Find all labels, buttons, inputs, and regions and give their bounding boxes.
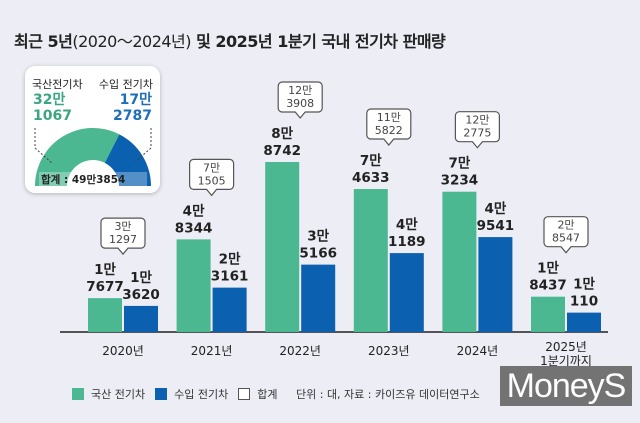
total-callout xyxy=(454,111,500,149)
bar-domestic xyxy=(531,296,565,332)
bar-label-import: 110 xyxy=(570,294,598,310)
bar-label-domestic: 3234 xyxy=(441,173,479,189)
total-callout xyxy=(189,158,235,197)
legend-domestic: 국산 전기차 xyxy=(91,388,146,401)
legend: 국산 전기차 수입 전기차 합계 xyxy=(72,386,277,402)
total-label: 1505 xyxy=(198,174,226,187)
bar-domestic xyxy=(88,298,122,332)
bar-label-import: 1189 xyxy=(388,234,426,250)
inset-total: 합계 : 49만3854 xyxy=(41,174,126,186)
gauge-domestic-segment xyxy=(35,127,120,186)
x-tick-label: 2023년 xyxy=(368,344,410,358)
moneys-logo: MoneyS xyxy=(500,366,632,406)
inset-domestic-value1: 32만 xyxy=(33,92,66,108)
gauge-import-segment xyxy=(104,134,151,186)
total-gauge-card: 국산전기차 수입 전기차 32만 1067 17만 2787 합계 : 49만3… xyxy=(25,66,160,193)
bar-label-domestic: 1만 xyxy=(537,261,559,277)
bar-label-import: 1만 xyxy=(573,277,595,293)
inset-import-value1: 17만 xyxy=(119,92,152,108)
chart-title: 최근 5년(2020～2024년) 및 2025년 1분기 국내 전기차 판매량 xyxy=(14,28,446,52)
x-tick-label: 2025년 xyxy=(545,340,587,354)
bar-label-domestic: 8만 xyxy=(271,126,293,142)
total-label: 3908 xyxy=(286,97,314,110)
total-label: 1297 xyxy=(109,233,137,246)
source-note: 단위 : 대, 자료 : 카이즈유 데이터연구소 xyxy=(296,388,480,401)
bar-label-import: 4만 xyxy=(484,201,506,217)
bar-label-import: 3620 xyxy=(122,287,160,303)
bar-domestic xyxy=(176,239,211,332)
legend-swatch-total xyxy=(238,388,251,400)
total-label: 12만 xyxy=(465,114,489,127)
title-part: 최근 5년 xyxy=(14,32,73,51)
total-label: 11만 xyxy=(377,111,401,124)
bar-import xyxy=(567,312,601,332)
title-part: 및 2025년 1분기 국내 전기차 판매량 xyxy=(191,32,446,51)
legend-swatch-import xyxy=(155,388,168,400)
leader-line xyxy=(34,147,54,165)
bar-domestic xyxy=(353,189,388,332)
bar-label-import: 3만 xyxy=(307,229,329,245)
bar-label-import: 9541 xyxy=(477,218,515,234)
gauge-base-band xyxy=(39,172,147,186)
inset-domestic-value2: 1067 xyxy=(33,108,72,124)
gauge xyxy=(34,127,152,186)
x-tick-label: 1분기까지 xyxy=(540,354,592,368)
total-label: 3만 xyxy=(114,220,131,233)
total-label: 8547 xyxy=(552,232,580,245)
bar-label-domestic: 1만 xyxy=(94,262,116,278)
bar-label-domestic: 4만 xyxy=(183,203,205,219)
inset-import-value2: 2787 xyxy=(113,108,152,124)
total-label: 7만 xyxy=(203,161,220,174)
bar-domestic xyxy=(265,162,300,332)
bar-label-domestic: 8344 xyxy=(175,220,213,236)
x-tick-label: 2022년 xyxy=(279,344,321,358)
bar-label-import: 1만 xyxy=(130,270,152,286)
bar-label-domestic: 8742 xyxy=(263,143,301,159)
total-callout xyxy=(543,216,589,254)
total-callout xyxy=(277,81,323,119)
bar-import xyxy=(124,305,158,332)
bar-label-import: 2만 xyxy=(219,252,241,268)
bar-label-import: 5166 xyxy=(299,246,337,262)
x-tick-label: 2024년 xyxy=(457,344,499,358)
bar-import xyxy=(301,264,336,332)
bar-label-domestic: 7만 xyxy=(360,153,382,169)
bar-label-domestic: 8437 xyxy=(529,278,567,294)
total-label: 5822 xyxy=(375,124,403,137)
legend-import: 수입 전기차 xyxy=(174,388,229,401)
bar-label-import: 3161 xyxy=(211,269,249,285)
inset-import-label: 수입 전기차 xyxy=(98,78,153,91)
total-callout xyxy=(100,217,146,256)
total-callout xyxy=(366,108,412,146)
leader-line xyxy=(134,147,152,163)
x-tick-label: 2021년 xyxy=(191,344,233,358)
x-tick-label: 2020년 xyxy=(102,344,144,358)
bar-label-domestic: 7677 xyxy=(86,279,124,295)
bar-domestic xyxy=(442,191,477,332)
bar-import xyxy=(478,237,513,332)
legend-total: 합계 xyxy=(257,388,278,401)
total-label: 2775 xyxy=(463,127,491,140)
total-label: 2만 xyxy=(557,219,574,232)
bar-label-import: 4만 xyxy=(396,217,418,233)
bar-import xyxy=(212,287,247,332)
bar-import xyxy=(389,253,424,332)
total-label: 12만 xyxy=(288,84,312,97)
bar-label-domestic: 7만 xyxy=(448,156,470,172)
legend-swatch-domestic xyxy=(72,388,84,400)
bar-label-domestic: 4633 xyxy=(352,170,390,186)
inset-domestic-label: 국산전기차 xyxy=(32,78,83,91)
title-paren: (2020～2024년) xyxy=(72,32,192,51)
